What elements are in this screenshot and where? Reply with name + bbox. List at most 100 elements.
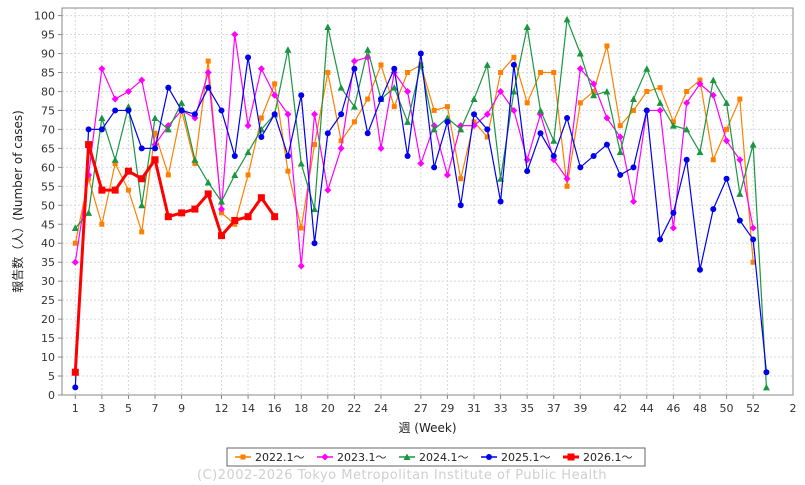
y-tick-label: 90 bbox=[41, 48, 55, 61]
x-tick-label: 31 bbox=[467, 402, 481, 415]
data-point bbox=[98, 65, 106, 73]
data-point bbox=[350, 103, 358, 110]
data-point bbox=[470, 95, 478, 103]
data-point bbox=[669, 122, 677, 129]
x-tick-label: 27 bbox=[414, 402, 428, 415]
data-point bbox=[191, 205, 199, 213]
data-point bbox=[244, 122, 252, 130]
legend-label: 2023.1〜 bbox=[337, 451, 387, 464]
data-point bbox=[232, 221, 238, 227]
data-point bbox=[351, 119, 357, 125]
legend-label: 2022.1〜 bbox=[255, 451, 305, 464]
data-point bbox=[245, 172, 251, 178]
data-point bbox=[590, 80, 598, 88]
data-point bbox=[151, 114, 159, 122]
y-tick-label: 20 bbox=[41, 313, 55, 326]
data-point bbox=[71, 224, 79, 232]
data-point bbox=[576, 65, 584, 73]
data-point bbox=[511, 54, 517, 60]
data-point bbox=[245, 54, 252, 61]
data-point bbox=[471, 111, 478, 118]
data-point bbox=[683, 156, 690, 163]
data-point bbox=[124, 87, 132, 95]
data-point bbox=[630, 164, 637, 171]
data-point bbox=[696, 266, 703, 273]
data-point bbox=[258, 115, 264, 121]
data-point bbox=[723, 137, 731, 145]
data-point bbox=[111, 95, 119, 103]
data-point bbox=[603, 141, 610, 148]
series-2 bbox=[71, 15, 770, 391]
data-point bbox=[709, 76, 717, 84]
data-point bbox=[378, 62, 384, 68]
data-point bbox=[217, 205, 225, 213]
grid bbox=[62, 8, 793, 396]
data-point bbox=[85, 209, 93, 216]
data-point bbox=[98, 186, 106, 194]
data-point bbox=[204, 69, 212, 76]
x-tick-label: 39 bbox=[573, 402, 587, 415]
data-point bbox=[377, 96, 384, 103]
data-point bbox=[85, 141, 93, 149]
data-point bbox=[217, 232, 225, 240]
data-point bbox=[710, 206, 717, 213]
y-tick-label: 60 bbox=[41, 161, 55, 174]
data-point bbox=[617, 123, 623, 129]
data-point bbox=[272, 81, 278, 87]
x-tick-label: 37 bbox=[547, 402, 561, 415]
x-tick-label: 1 bbox=[72, 402, 79, 415]
series-3 bbox=[72, 50, 770, 391]
data-point bbox=[284, 46, 292, 53]
data-point bbox=[311, 205, 319, 213]
data-point bbox=[590, 152, 597, 159]
data-point bbox=[404, 118, 412, 125]
data-point bbox=[297, 160, 305, 167]
data-point bbox=[483, 110, 491, 118]
x-tick-label: 42 bbox=[613, 402, 627, 415]
data-point bbox=[524, 100, 530, 106]
data-point bbox=[644, 88, 650, 94]
data-point bbox=[192, 161, 198, 167]
data-point bbox=[125, 187, 131, 193]
data-point bbox=[763, 369, 770, 376]
data-point bbox=[204, 190, 212, 198]
data-point bbox=[750, 259, 756, 265]
legend-swatch-marker bbox=[486, 454, 492, 460]
x-tick-label: 44 bbox=[640, 402, 654, 415]
data-point bbox=[603, 87, 611, 95]
x-tick-label: 7 bbox=[152, 402, 159, 415]
data-point bbox=[697, 77, 703, 83]
data-point bbox=[603, 114, 611, 122]
data-point bbox=[537, 130, 544, 137]
data-point bbox=[244, 148, 252, 156]
data-point bbox=[564, 183, 570, 189]
y-tick-label: 50 bbox=[41, 199, 55, 212]
legend-swatch-marker bbox=[240, 454, 246, 460]
data-point bbox=[683, 99, 691, 107]
data-point bbox=[112, 107, 119, 114]
data-point bbox=[244, 213, 252, 221]
data-point bbox=[457, 202, 464, 209]
data-point bbox=[483, 61, 491, 68]
y-axis: 0 5 10 15 20 25 30 35 40 45 50 55 60 65 70 75 80 85 90 95 10… bbox=[34, 10, 62, 402]
data-point bbox=[523, 156, 531, 164]
legend-label: 2025.1〜 bbox=[501, 451, 551, 464]
x-tick-label: 33 bbox=[494, 402, 508, 415]
legend-swatch-marker bbox=[567, 453, 575, 461]
data-point bbox=[152, 130, 158, 136]
data-point bbox=[85, 126, 92, 133]
data-point bbox=[524, 168, 531, 175]
data-point bbox=[165, 172, 171, 178]
data-point bbox=[617, 171, 624, 178]
data-point bbox=[391, 104, 397, 110]
data-point bbox=[723, 99, 731, 106]
legend-label: 2024.1〜 bbox=[419, 451, 469, 464]
data-point bbox=[324, 130, 331, 137]
data-point bbox=[178, 209, 186, 217]
data-point bbox=[351, 65, 358, 72]
y-tick-label: 30 bbox=[41, 275, 55, 288]
data-point bbox=[257, 125, 265, 133]
data-point bbox=[591, 88, 597, 94]
data-point bbox=[643, 107, 650, 114]
